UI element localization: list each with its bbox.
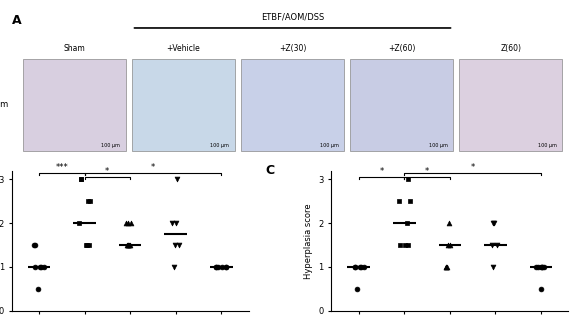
Text: *: * [425,167,429,177]
Point [122,243,131,248]
Point [394,199,404,204]
Point [212,264,221,269]
Point [77,177,86,182]
Text: 100 μm: 100 μm [102,143,120,148]
Point [85,199,95,204]
Point [492,243,501,248]
Point [350,264,360,269]
Point [77,177,86,182]
Point [168,221,177,226]
Point [357,264,366,269]
Point [350,264,360,269]
Text: ETBF/AOM/DSS: ETBF/AOM/DSS [261,13,324,22]
Point [445,243,455,248]
Text: *: * [105,167,110,177]
Point [539,264,549,269]
Point [82,243,92,248]
Point [443,243,452,248]
Text: 100 μm: 100 μm [320,143,339,148]
Point [222,264,231,269]
Text: 100 μm: 100 μm [538,143,557,148]
Point [213,264,222,269]
Text: C: C [265,164,274,177]
Point [353,286,362,291]
Text: Z(60): Z(60) [501,44,521,53]
Point [123,221,132,226]
Point [442,264,451,269]
Point [84,199,93,204]
Point [538,264,547,269]
Point [222,264,231,269]
Text: +Z(30): +Z(30) [279,44,306,53]
Point [39,264,49,269]
Text: *: * [151,163,155,172]
Point [488,264,498,269]
Point [171,221,180,226]
Point [174,243,183,248]
Point [37,264,46,269]
FancyBboxPatch shape [241,59,344,151]
Text: 100 μm: 100 μm [211,143,229,148]
FancyBboxPatch shape [132,59,235,151]
Text: A: A [12,14,21,27]
Point [123,243,132,248]
Point [359,264,368,269]
Text: 100 μm: 100 μm [429,143,448,148]
Point [84,243,93,248]
Text: +Vehicle: +Vehicle [166,44,200,53]
Point [536,264,546,269]
Point [403,177,412,182]
Text: Cecum: Cecum [0,100,9,109]
Point [171,243,180,248]
Point [81,243,90,248]
FancyBboxPatch shape [459,59,562,151]
Point [126,221,136,226]
Point [169,264,179,269]
Point [490,221,499,226]
Point [31,264,40,269]
Point [75,221,84,226]
Point [124,243,133,248]
Point [33,286,42,291]
Point [212,264,221,269]
Point [395,243,404,248]
Point [126,243,135,248]
Point [405,199,414,204]
Point [125,243,134,248]
Point [35,264,45,269]
Point [218,264,227,269]
Text: +Z(60): +Z(60) [388,44,415,53]
Text: Sham: Sham [63,44,85,53]
Point [121,221,130,226]
Point [31,243,40,248]
Point [442,264,451,269]
Point [442,264,451,269]
Text: *: * [470,163,475,172]
FancyBboxPatch shape [350,59,453,151]
Point [488,221,498,226]
Point [404,243,413,248]
Point [533,264,542,269]
Point [401,243,410,248]
Text: *: * [379,167,384,177]
Point [531,264,541,269]
Point [172,177,182,182]
Point [444,221,454,226]
Point [402,221,411,226]
Point [30,243,39,248]
Point [538,264,547,269]
Y-axis label: Hyperplasia score: Hyperplasia score [304,203,313,279]
FancyBboxPatch shape [23,59,126,151]
Point [536,286,545,291]
Point [487,243,496,248]
Text: ***: *** [55,163,68,172]
Point [355,264,364,269]
